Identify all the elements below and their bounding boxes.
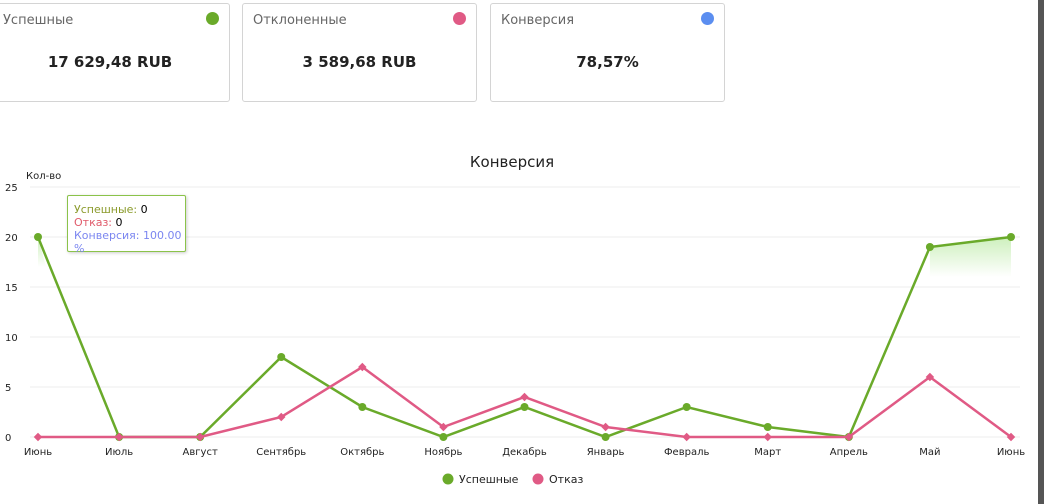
data-point	[925, 372, 935, 382]
x-tick-label: Февраль	[664, 447, 710, 458]
tooltip-label: Конверсия:	[74, 229, 140, 242]
data-point	[925, 243, 934, 251]
y-tick-label: 5	[5, 383, 11, 394]
x-tick-label: Январь	[587, 447, 625, 458]
x-tick-label: Июнь	[24, 447, 52, 458]
tooltip-value: 0	[140, 203, 148, 216]
data-point	[33, 432, 43, 442]
tooltip-label: Успешные:	[74, 203, 138, 216]
x-tick-label: Сентябрь	[256, 447, 306, 458]
y-tick-label: 10	[5, 333, 18, 344]
legend-label: Успешные	[459, 473, 519, 486]
x-tick-label: Декабрь	[502, 447, 547, 458]
y-tick-label: 15	[5, 283, 18, 294]
x-tick-label: Август	[183, 447, 218, 458]
legend-label: Отказ	[549, 473, 583, 486]
data-point	[1007, 233, 1015, 241]
x-tick-label: Октябрь	[340, 447, 384, 458]
data-point	[34, 233, 42, 241]
card-title: Отклоненные	[253, 13, 347, 28]
data-point	[844, 432, 854, 442]
area-highlight	[929, 237, 1011, 277]
data-point	[601, 433, 610, 441]
data-point	[763, 432, 772, 442]
legend-marker	[532, 473, 544, 485]
y-tick-label: 20	[5, 233, 18, 244]
y-axis-label: Кол-во	[26, 171, 61, 182]
data-point	[520, 403, 529, 411]
data-point	[358, 362, 367, 372]
card-value: 17 629,48 RUB	[47, 53, 173, 71]
status-dot-icon	[206, 12, 219, 25]
status-dot-icon	[453, 12, 466, 25]
data-point	[763, 423, 772, 431]
card-declined: Отклоненные 3 589,68 RUB	[242, 3, 477, 102]
data-point	[439, 433, 448, 441]
chart-tooltip: Успешные: 0 Отказ: 0 Конверсия: 100.00 %	[67, 195, 186, 255]
card-title: Успешные	[3, 13, 74, 28]
x-tick-label: Июль	[105, 447, 133, 458]
card-success: Успешные 17 629,48 RUB	[0, 3, 230, 102]
tooltip-value: 100.00 %	[74, 229, 182, 255]
data-point	[1006, 432, 1016, 442]
tooltip-value: 0	[115, 216, 123, 229]
chart-title: Конверсия	[470, 153, 554, 171]
data-point	[682, 432, 691, 442]
data-point	[277, 353, 286, 361]
x-tick-label: Апрель	[830, 447, 868, 458]
data-point	[601, 422, 610, 432]
y-tick-label: 0	[5, 433, 11, 444]
x-tick-label: Май	[919, 447, 940, 458]
data-point	[195, 432, 205, 442]
status-dot-icon	[701, 12, 714, 25]
data-point	[358, 403, 367, 411]
x-tick-label: Март	[754, 447, 781, 458]
data-point	[682, 403, 691, 411]
legend-marker	[442, 473, 454, 485]
x-tick-label: Июнь	[997, 447, 1025, 458]
data-point	[439, 422, 448, 432]
tooltip-label: Отказ:	[74, 216, 113, 229]
x-tick-label: Ноябрь	[424, 447, 462, 458]
window-edge	[1038, 0, 1044, 504]
data-point	[277, 412, 286, 422]
card-title: Конверсия	[501, 13, 575, 28]
card-value: 3 589,68 RUB	[302, 53, 417, 71]
card-value: 78,57%	[576, 53, 639, 71]
y-tick-label: 25	[5, 183, 18, 194]
card-conversion: Конверсия 78,57%	[490, 3, 725, 102]
data-point	[520, 392, 529, 402]
data-point	[114, 432, 124, 442]
